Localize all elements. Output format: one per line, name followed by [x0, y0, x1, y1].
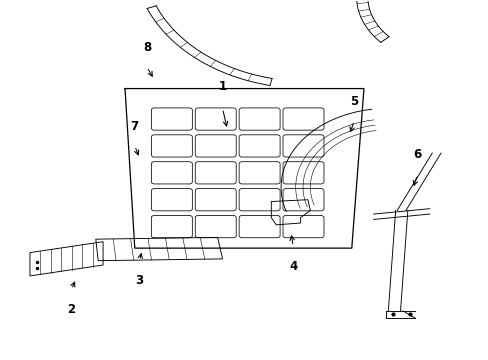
Text: 7: 7 — [130, 120, 139, 133]
Text: 8: 8 — [142, 41, 151, 54]
Text: 4: 4 — [288, 260, 297, 273]
Text: 2: 2 — [67, 303, 75, 316]
Text: 1: 1 — [218, 80, 226, 93]
Text: 3: 3 — [135, 274, 143, 287]
Text: 5: 5 — [349, 95, 358, 108]
Text: 6: 6 — [413, 148, 421, 161]
